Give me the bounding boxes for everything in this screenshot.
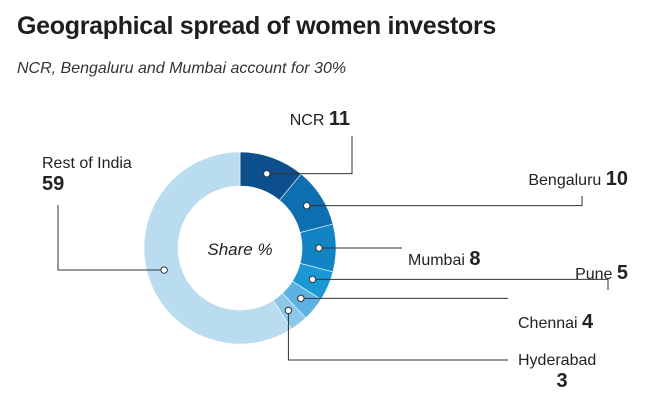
label-value-chennai: 4 — [582, 311, 594, 333]
chart-title: Geographical spread of women investors — [17, 12, 497, 40]
leader-pune — [312, 278, 609, 290]
label-name-bengaluru: Bengaluru — [528, 172, 605, 189]
leader-dot-mumbai — [315, 244, 323, 252]
label-value-hyderabad: 3 — [556, 370, 567, 392]
label-value-ncr: 11 — [329, 108, 350, 130]
label-name-hyderabad: Hyderabad — [518, 352, 596, 369]
slice-rest-of-india — [143, 151, 292, 345]
label-name-chennai: Chennai — [518, 315, 582, 332]
label-value-rest-of-india: 59 — [42, 173, 64, 195]
center-label: Share % — [207, 240, 272, 259]
label-bengaluru: Bengaluru 10 — [528, 168, 628, 190]
label-name-ncr: NCR — [290, 112, 329, 129]
label-name-mumbai: Mumbai — [408, 252, 469, 269]
leader-dot-rest-of-india — [160, 266, 168, 274]
label-value-mumbai: 8 — [469, 248, 480, 270]
label-ncr: NCR 11 — [290, 108, 350, 130]
label-rest-of-india: Rest of India 59 — [42, 155, 132, 195]
label-chennai: Chennai 4 — [518, 311, 594, 333]
label-pune: Pune 5 — [575, 262, 628, 284]
leader-dot-chennai — [297, 294, 305, 303]
label-name-pune: Pune — [575, 266, 617, 283]
label-value-bengaluru: 10 — [606, 168, 628, 190]
label-mumbai: Mumbai 8 — [408, 248, 480, 270]
leader-bengaluru — [306, 196, 583, 207]
leader-ncr — [266, 136, 353, 175]
slice-labels: NCR 11 Bengaluru 10 Mumbai 8 Pune 5 Chennai … — [42, 108, 628, 392]
leader-rest-of-india — [57, 205, 165, 271]
leader-dot-hyderabad — [284, 306, 293, 315]
label-value-pune: 5 — [617, 262, 628, 284]
leader-dot-pune — [308, 275, 317, 284]
label-name-rest-of-india: Rest of India — [42, 155, 132, 172]
leader-dot-bengaluru — [303, 201, 311, 210]
leader-hyderabad — [287, 310, 508, 361]
chart-subtitle: NCR, Bengaluru and Mumbai account for 30… — [17, 60, 347, 77]
leader-dot-ncr — [263, 169, 271, 178]
leader-lines — [57, 136, 609, 361]
donut-slices — [143, 151, 337, 345]
label-hyderabad: Hyderabad 3 — [518, 352, 596, 392]
